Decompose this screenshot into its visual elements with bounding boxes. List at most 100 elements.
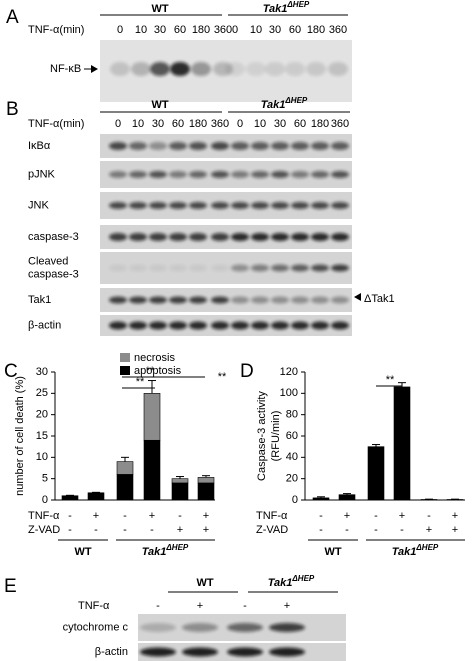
row-label: cytochrome c bbox=[63, 621, 129, 633]
lane-label: 360 bbox=[211, 118, 229, 130]
error-bar bbox=[202, 475, 210, 478]
group-label: WT bbox=[196, 577, 213, 589]
blot-band bbox=[251, 264, 269, 272]
condition-sign: - bbox=[178, 510, 182, 522]
blot-band bbox=[109, 264, 127, 272]
blot-band bbox=[251, 233, 269, 241]
blot-band bbox=[331, 321, 349, 330]
panel-letter: A bbox=[6, 7, 19, 28]
condition-sign: - bbox=[68, 510, 72, 522]
row-label: β-actin bbox=[95, 646, 128, 658]
group-label: Tak1ΔHEP bbox=[268, 574, 315, 589]
condition-sign: - bbox=[123, 524, 127, 536]
blot-band bbox=[109, 233, 127, 241]
blot-band bbox=[169, 142, 187, 150]
significance: ** bbox=[218, 371, 227, 383]
bar bbox=[116, 474, 134, 501]
condition-sign: - bbox=[400, 524, 404, 536]
blot-band bbox=[129, 296, 147, 304]
panel-letter: B bbox=[6, 99, 19, 120]
bar bbox=[197, 477, 215, 484]
row-label: Cleaved bbox=[28, 255, 68, 267]
lane-label: 10 bbox=[250, 24, 262, 36]
lane-label: 360 bbox=[214, 24, 232, 36]
y-tick-label: 120 bbox=[280, 366, 298, 378]
group-label: Tak1ΔHEP bbox=[142, 543, 189, 558]
condition-sign: + bbox=[344, 510, 350, 522]
bar bbox=[87, 492, 105, 501]
y-tick-label: 0 bbox=[42, 494, 48, 506]
y-axis-label: number of cell death (%) bbox=[14, 376, 26, 496]
lane-label: 360 bbox=[329, 24, 347, 36]
legend-swatch bbox=[120, 353, 130, 362]
blot-band bbox=[169, 321, 187, 330]
group-superscript: ΔHEP bbox=[286, 0, 309, 9]
condition-sign: + bbox=[399, 510, 405, 522]
blot-band bbox=[109, 142, 127, 150]
blot-band bbox=[211, 296, 229, 304]
blot-band bbox=[231, 202, 249, 209]
blot-band bbox=[251, 171, 269, 178]
group-name: WT bbox=[324, 546, 341, 558]
bar bbox=[197, 482, 215, 501]
blot-band bbox=[169, 296, 187, 304]
y-tick-label: 20 bbox=[286, 473, 298, 485]
blot-band bbox=[285, 62, 305, 76]
condition-label: TNF-α bbox=[78, 600, 110, 612]
blot-band bbox=[191, 62, 211, 76]
blot-band bbox=[150, 62, 170, 76]
bar bbox=[312, 497, 330, 501]
y-tick-label: 20 bbox=[36, 409, 48, 421]
blot-band bbox=[109, 296, 127, 304]
blot-band bbox=[182, 647, 218, 657]
error-bar bbox=[121, 456, 129, 462]
blot-band bbox=[291, 142, 309, 150]
bar bbox=[367, 446, 385, 501]
condition-sign: - bbox=[123, 510, 127, 522]
blot-band bbox=[189, 321, 207, 330]
condition-sign: + bbox=[93, 510, 99, 522]
lane-label: 60 bbox=[294, 118, 306, 130]
blot-band bbox=[291, 171, 309, 178]
legend-label: necrosis bbox=[134, 352, 175, 364]
blot-band bbox=[149, 142, 167, 150]
bar bbox=[393, 386, 411, 501]
blot-band bbox=[291, 296, 309, 304]
condition-label: TNF-α(min) bbox=[28, 118, 84, 130]
lane-label: 180 bbox=[192, 24, 210, 36]
row-label: JNK bbox=[28, 199, 49, 211]
group-label: Tak1ΔHEP bbox=[392, 543, 439, 558]
error-bar bbox=[176, 476, 184, 479]
blot-band bbox=[311, 233, 329, 241]
error-bar bbox=[317, 496, 325, 498]
blot-band bbox=[251, 142, 269, 150]
blot-band bbox=[311, 142, 329, 150]
lane-label: 30 bbox=[274, 118, 286, 130]
condition-label: TNF-α(min) bbox=[28, 24, 84, 36]
group-label: WT bbox=[74, 546, 91, 558]
blot-band bbox=[149, 171, 167, 178]
lane-label: 180 bbox=[311, 118, 329, 130]
blot-band bbox=[231, 233, 249, 241]
blot-band bbox=[311, 321, 329, 330]
blot-band bbox=[331, 202, 349, 209]
blot-band bbox=[231, 296, 249, 304]
lane-label: 0 bbox=[232, 24, 238, 36]
lane-label: 10 bbox=[132, 118, 144, 130]
condition-sign: - bbox=[319, 510, 323, 522]
blot-band bbox=[149, 233, 167, 241]
blot-band bbox=[251, 296, 269, 304]
y-tick-label: 15 bbox=[36, 430, 48, 442]
group-name: Tak1 bbox=[268, 577, 293, 589]
significance: ** bbox=[136, 376, 145, 388]
blot-band bbox=[170, 62, 190, 76]
blot-band bbox=[271, 296, 289, 304]
blot-band bbox=[189, 142, 207, 150]
lane-label: 30 bbox=[152, 118, 164, 130]
group-superscript: ΔHEP bbox=[165, 543, 188, 552]
y-tick-label: 40 bbox=[286, 451, 298, 463]
significance: ** bbox=[146, 365, 155, 377]
y-tick-label: 0 bbox=[292, 494, 298, 506]
blot-band bbox=[182, 623, 218, 632]
